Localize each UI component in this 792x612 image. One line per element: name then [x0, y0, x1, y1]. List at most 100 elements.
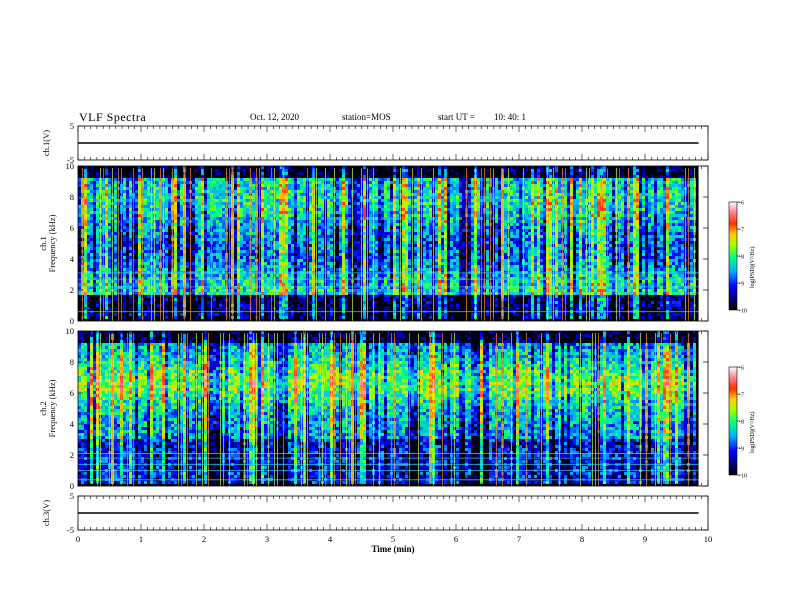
spectrogram-cell — [201, 256, 204, 259]
spectrogram-cell — [291, 208, 294, 211]
spectrogram-cell — [156, 271, 159, 274]
spectrogram-cell — [222, 193, 225, 196]
spectrogram-cell — [198, 253, 201, 256]
spectrogram-cell — [207, 229, 210, 232]
spectrogram-cell — [252, 232, 255, 235]
spectrogram-cell — [417, 238, 420, 241]
spectrogram-cell — [303, 202, 306, 205]
spectrogram-cell — [240, 250, 243, 253]
spectrogram-cell — [180, 214, 183, 217]
spectrogram-cell — [237, 298, 240, 301]
spectrogram-cell — [405, 232, 408, 235]
spectrogram-cell — [405, 271, 408, 274]
spectrogram-cell — [330, 202, 333, 205]
spectrogram-cell — [198, 271, 201, 274]
spectrogram-cell — [114, 241, 117, 244]
spectrogram-cell — [345, 178, 348, 181]
spectrogram-cell — [261, 313, 264, 316]
spectrogram-cell — [387, 190, 390, 193]
spectrogram-cell — [213, 178, 216, 181]
spectrogram-cell — [84, 268, 87, 271]
spectrogram-cell — [345, 247, 348, 250]
spectrogram-cell — [297, 241, 300, 244]
spectrogram-cell — [381, 202, 384, 205]
spectrogram-cell — [261, 295, 264, 298]
spectrogram-cell — [234, 217, 237, 220]
spectrogram-cell — [213, 283, 216, 286]
spectrogram-cell — [375, 235, 378, 238]
spectrogram-cell — [219, 223, 222, 226]
spectrogram-cell — [393, 265, 396, 268]
spectrogram-cell — [384, 289, 387, 292]
spectrogram-cell — [402, 214, 405, 217]
spectrogram-cell — [264, 268, 267, 271]
spectrogram-cell — [213, 238, 216, 241]
spectrogram-cell — [177, 199, 180, 202]
spectrogram-cell — [135, 181, 138, 184]
spectrogram-cell — [168, 262, 171, 265]
spectrogram-cell — [339, 178, 342, 181]
spectrogram-cell — [417, 223, 420, 226]
spectrogram-cell — [300, 307, 303, 310]
spectrogram-cell — [381, 217, 384, 220]
spectrogram-cell — [240, 304, 243, 307]
spectrogram-cell — [261, 304, 264, 307]
spectrogram-cell — [402, 298, 405, 301]
spectrogram-cell — [123, 232, 126, 235]
spectrogram-cell — [327, 211, 330, 214]
spectrogram-cell — [195, 271, 198, 274]
spectrogram-cell — [312, 166, 315, 169]
spectrogram-cell — [123, 193, 126, 196]
spectrogram-cell — [402, 175, 405, 178]
spectrogram-cell — [147, 274, 150, 277]
spectrogram-cell — [264, 178, 267, 181]
spectrogram-cell — [237, 268, 240, 271]
spectrogram-cell — [129, 175, 132, 178]
spectrogram-cell — [345, 250, 348, 253]
spectrogram-cell — [375, 169, 378, 172]
spectrogram-cell — [123, 271, 126, 274]
spectrogram-cell — [135, 184, 138, 187]
spectrogram-cell — [168, 187, 171, 190]
spectrogram-cell — [240, 253, 243, 256]
spectrogram-cell — [279, 208, 282, 211]
spectrogram-cell — [402, 262, 405, 265]
spectrogram-cell — [204, 283, 207, 286]
spectrogram-cell — [213, 208, 216, 211]
spectrogram-cell — [123, 265, 126, 268]
spectrogram-cell — [246, 247, 249, 250]
spectrogram-cell — [327, 184, 330, 187]
spectrogram-cell — [204, 220, 207, 223]
spectrogram-cell — [402, 178, 405, 181]
spectrogram-cell — [126, 187, 129, 190]
spectrogram-cell — [405, 247, 408, 250]
spectrogram-cell — [285, 190, 288, 193]
spectrogram-cell — [318, 262, 321, 265]
spectrogram-cell — [174, 226, 177, 229]
spectrogram-cell — [387, 265, 390, 268]
spectrogram-cell — [339, 226, 342, 229]
spectrogram-cell — [408, 187, 411, 190]
spectrogram-cell — [330, 253, 333, 256]
spectrogram-cell — [201, 253, 204, 256]
spectrogram-cell — [345, 298, 348, 301]
spectrogram-cell — [105, 259, 108, 262]
spectrogram-cell — [369, 193, 372, 196]
spectrogram-cell — [393, 235, 396, 238]
spectrogram-cell — [156, 262, 159, 265]
spectrogram-cell — [381, 196, 384, 199]
spectrogram-cell — [165, 274, 168, 277]
spectrogram-cell — [204, 205, 207, 208]
spectrogram-cell — [393, 259, 396, 262]
spectrogram-cell — [246, 283, 249, 286]
spectrogram-cell — [408, 304, 411, 307]
spectrogram-cell — [114, 205, 117, 208]
spectrogram-cell — [156, 304, 159, 307]
spectrogram-cell — [219, 235, 222, 238]
spectrogram-cell — [414, 247, 417, 250]
spectrogram-cell — [342, 202, 345, 205]
spectrogram-cell — [78, 274, 81, 277]
spectrogram-cell — [240, 223, 243, 226]
spectrogram-cell — [180, 298, 183, 301]
spectrogram-cell — [303, 280, 306, 283]
